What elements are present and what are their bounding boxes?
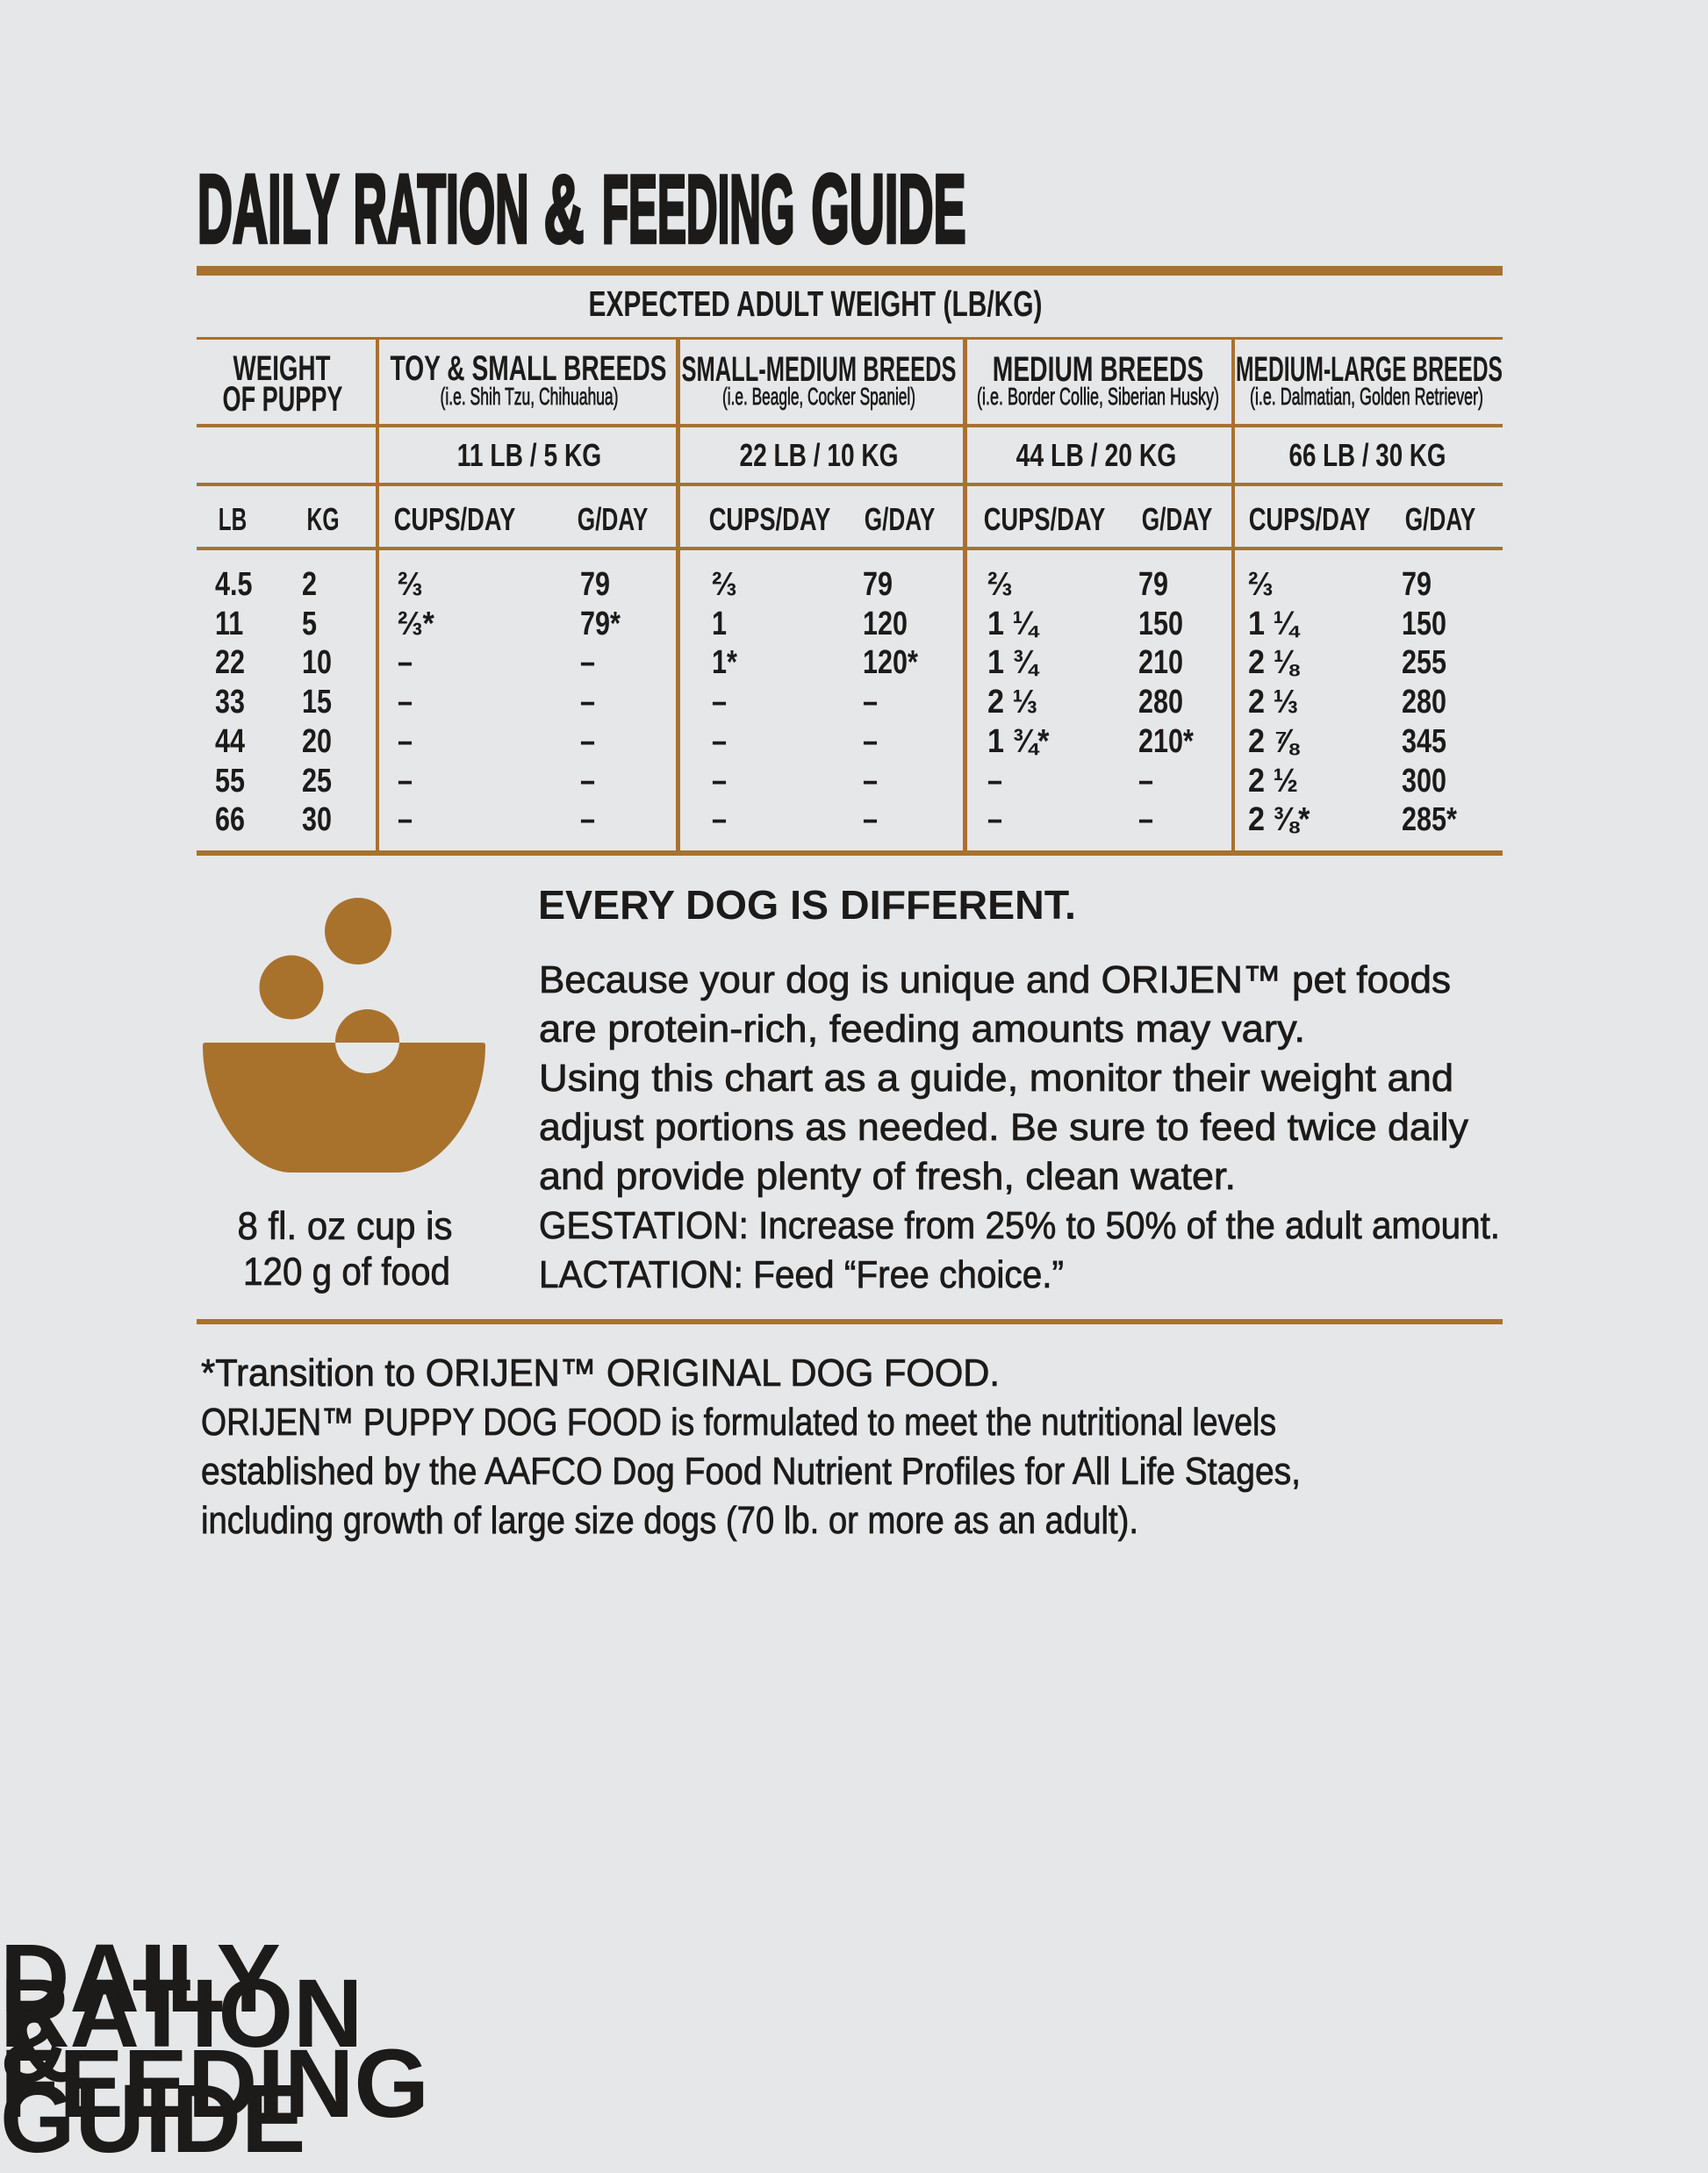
svg-text:&: & <box>544 156 585 263</box>
svg-text:FEEDING: FEEDING <box>602 156 794 264</box>
svg-text:GUIDE: GUIDE <box>812 155 966 262</box>
svg-text:RATION: RATION <box>354 156 529 263</box>
svg-text:DAILY: DAILY <box>197 155 339 262</box>
